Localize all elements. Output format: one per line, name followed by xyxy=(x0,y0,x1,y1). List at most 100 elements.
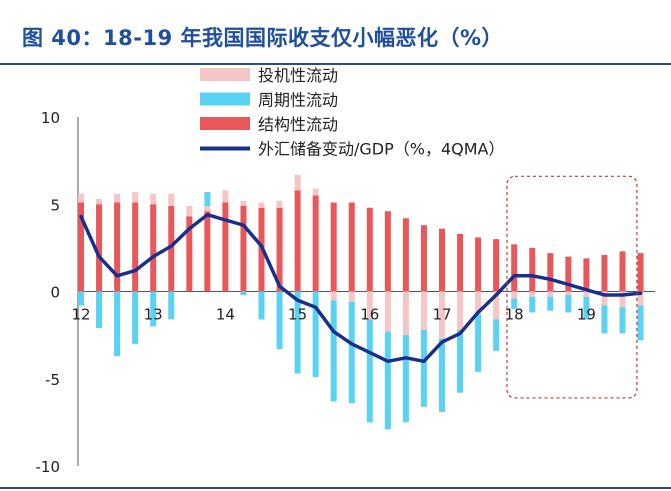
bar-投机性流动-29 xyxy=(601,291,608,306)
bar-投机性流动-31 xyxy=(637,291,644,306)
bar-投机性流动-2 xyxy=(114,193,121,203)
bar-结构性流动-16 xyxy=(366,207,373,292)
bar-投机性流动-9 xyxy=(240,200,247,206)
bar-周期性流动-14 xyxy=(330,300,337,402)
bar-周期性流动-19 xyxy=(420,329,427,407)
bar-结构性流动-28 xyxy=(583,258,590,292)
bar-周期性流动-28 xyxy=(583,296,590,320)
bar-周期性流动-9 xyxy=(240,291,247,295)
bar-结构性流动-12 xyxy=(294,190,301,292)
bar-结构性流动-17 xyxy=(384,211,391,292)
bar-投机性流动-10 xyxy=(258,202,265,208)
bar-结构性流动-25 xyxy=(529,247,536,292)
bar-投机性流动-3 xyxy=(132,192,139,203)
legend-swatch-0 xyxy=(200,68,250,81)
bar-投机性流动-21 xyxy=(457,291,464,330)
bar-投机性流动-23 xyxy=(493,291,500,320)
bar-结构性流动-15 xyxy=(348,202,355,292)
highlight-box xyxy=(506,175,638,399)
bar-结构性流动-18 xyxy=(402,218,409,292)
legend-swatch-2 xyxy=(200,117,250,130)
bar-投机性流动-1 xyxy=(96,199,103,205)
bar-周期性流动-10 xyxy=(258,291,265,320)
x-tick-label: 17 xyxy=(432,306,451,324)
bar-结构性流动-6 xyxy=(186,216,193,292)
bar-结构性流动-21 xyxy=(457,233,464,292)
bar-结构性流动-13 xyxy=(312,195,319,292)
bar-周期性流动-2 xyxy=(114,291,121,357)
bar-结构性流动-26 xyxy=(547,253,554,292)
bar-投机性流动-13 xyxy=(312,188,319,196)
bar-周期性流动-20 xyxy=(439,338,445,412)
bar-周期性流动-1 xyxy=(96,291,103,329)
x-tick-label: 12 xyxy=(71,306,90,324)
bar-周期性流动-17 xyxy=(384,331,391,430)
bar-结构性流动-1 xyxy=(96,204,103,292)
bar-周期性流动-7 xyxy=(204,192,211,206)
x-tick-label: 18 xyxy=(505,306,524,324)
bar-投机性流动-25 xyxy=(529,291,536,297)
y-tick-label: -5 xyxy=(45,371,60,389)
bar-投机性流动-5 xyxy=(168,193,175,206)
bar-结构性流动-27 xyxy=(565,256,572,292)
x-tick-label: 13 xyxy=(144,306,163,324)
x-tick-label: 16 xyxy=(360,306,379,324)
bar-投机性流动-19 xyxy=(420,291,427,330)
bar-投机性流动-26 xyxy=(547,291,554,297)
bar-周期性流动-15 xyxy=(348,301,355,404)
bar-周期性流动-30 xyxy=(619,307,626,334)
bar-周期性流动-26 xyxy=(547,296,554,311)
bar-周期性流动-4 xyxy=(150,291,157,327)
bar-结构性流动-14 xyxy=(330,202,337,292)
bar-投机性流动-14 xyxy=(330,291,337,301)
bar-投机性流动-12 xyxy=(294,174,301,191)
bar-结构性流动-24 xyxy=(511,244,518,292)
legend-label-0: 投机性流动 xyxy=(258,66,338,85)
bar-投机性流动-11 xyxy=(276,200,283,208)
bar-结构性流动-2 xyxy=(114,202,121,292)
bar-结构性流动-11 xyxy=(276,207,283,292)
y-tick-label: -10 xyxy=(36,458,61,476)
chart-title: 图 40：18-19 年我国国际收支仅小幅恶化（%） xyxy=(22,26,504,50)
title-divider xyxy=(0,63,671,65)
bar-投机性流动-6 xyxy=(186,205,193,217)
bar-周期性流动-22 xyxy=(475,314,482,372)
bar-周期性流动-23 xyxy=(493,319,500,351)
bar-周期性流动-29 xyxy=(601,305,608,334)
bar-投机性流动-7 xyxy=(204,205,211,212)
bar-投机性流动-24 xyxy=(511,291,518,299)
bar-投机性流动-15 xyxy=(348,291,355,302)
fx-reserve-line xyxy=(79,212,643,364)
bar-投机性流动-0 xyxy=(78,193,84,203)
bar-周期性流动-11 xyxy=(276,291,283,350)
x-tick-label: 19 xyxy=(577,306,596,324)
bar-结构性流动-3 xyxy=(132,202,139,292)
bar-周期性流动-21 xyxy=(457,329,464,393)
bar-周期性流动-0 xyxy=(78,291,84,306)
bar-周期性流动-18 xyxy=(402,335,409,423)
bar-投机性流动-22 xyxy=(475,291,482,315)
bar-结构性流动-31 xyxy=(637,253,644,292)
bar-周期性流动-25 xyxy=(529,296,536,313)
bar-周期性流动-24 xyxy=(511,298,518,309)
x-tick-label: 14 xyxy=(216,306,235,324)
bar-周期性流动-12 xyxy=(294,291,301,374)
bar-周期性流动-27 xyxy=(565,294,572,313)
legend-label-3: 外汇储备变动/GDP（%，4QMA） xyxy=(258,140,505,159)
bar-结构性流动-29 xyxy=(601,254,608,292)
bar-投机性流动-17 xyxy=(384,291,391,332)
bar-结构性流动-19 xyxy=(420,225,427,292)
bar-结构性流动-20 xyxy=(439,228,445,292)
legend-label-1: 周期性流动 xyxy=(258,91,338,110)
bar-结构性流动-30 xyxy=(619,251,626,292)
bar-投机性流动-16 xyxy=(366,291,373,320)
bar-结构性流动-22 xyxy=(475,237,482,292)
bar-结构性流动-23 xyxy=(493,239,500,292)
bar-投机性流动-28 xyxy=(583,291,590,297)
bar-结构性流动-8 xyxy=(222,202,229,292)
bar-投机性流动-18 xyxy=(402,291,409,336)
legend-swatch-1 xyxy=(200,92,250,106)
bar-周期性流动-31 xyxy=(637,305,644,341)
bottom-divider xyxy=(0,487,671,489)
